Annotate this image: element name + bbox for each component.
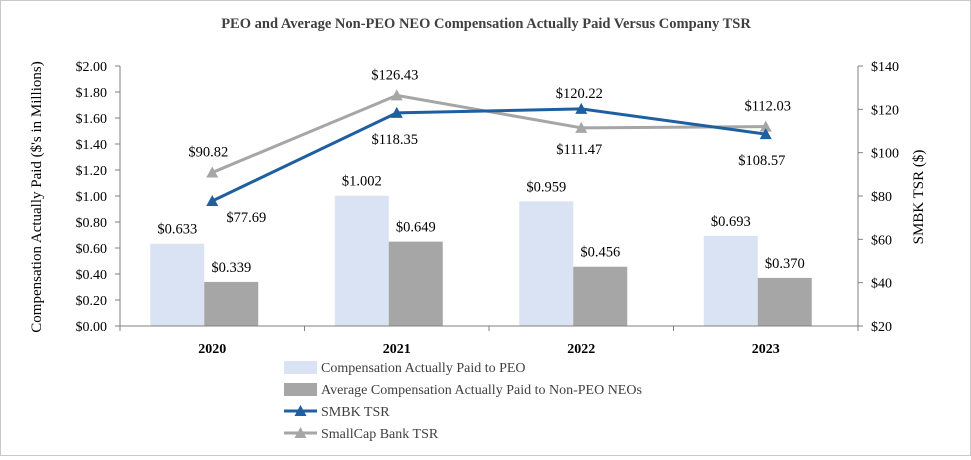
non-peo-neo-compensation-bar	[388, 241, 443, 326]
x-axis-category-label: 2020	[198, 342, 226, 357]
peo-bar-data-label: $1.002	[342, 174, 382, 190]
non-peo-neo-compensation-bar	[204, 281, 259, 326]
smallcap-bank-tsr-point	[759, 120, 772, 132]
smbk-tsr-data-label: $77.69	[226, 210, 266, 226]
peo-compensation-bar	[703, 235, 758, 326]
legend-smbk-marker	[294, 405, 307, 416]
y-axis-tick-label: $2.00	[76, 60, 108, 75]
y-axis-title: Compensation Actually Paid ($'s in Milli…	[29, 61, 45, 332]
smallcap-bank-tsr-data-label: $111.47	[556, 142, 602, 158]
y-axis-tick-label: $1.20	[76, 164, 108, 179]
smallcap-bank-tsr-data-label: $112.03	[744, 99, 791, 115]
y2-axis-tick-label: $60	[871, 233, 892, 248]
non-peo-neo-compensation-bar	[573, 266, 628, 326]
smallcap-bank-tsr-point	[575, 121, 588, 133]
smbk-tsr-data-label: $120.22	[556, 86, 603, 102]
peo-bar-data-label: $0.959	[526, 179, 566, 195]
smallcap-bank-tsr-point	[390, 89, 403, 101]
y-axis-tick-label: $0.80	[76, 216, 108, 231]
non-peo-bar-data-label: $0.649	[396, 220, 436, 236]
smallcap-bank-tsr-data-label: $90.82	[188, 145, 228, 161]
peo-bar-data-label: $0.633	[157, 222, 197, 238]
smbk-tsr-point	[206, 195, 219, 207]
smbk-tsr-line	[211, 107, 766, 203]
peo-compensation-bar	[519, 201, 574, 326]
y-axis-tick-label: $1.60	[76, 112, 108, 127]
smallcap-bank-tsr-point	[206, 166, 219, 178]
y2-axis-tick-label: $100	[871, 147, 899, 162]
legend-non-peo-label: Average Compensation Actually Paid to No…	[321, 383, 642, 398]
x-axis-category-label: 2021	[383, 342, 411, 357]
x-axis-category-label: 2022	[567, 342, 595, 357]
peo-compensation-bar	[334, 195, 389, 326]
non-peo-bar-data-label: $0.370	[765, 256, 805, 272]
chart-title: PEO and Average Non-PEO NEO Compensation…	[221, 16, 751, 32]
smbk-tsr-data-label: $118.35	[371, 132, 418, 148]
y2-axis-tick-label: $120	[871, 103, 899, 118]
peo-bar-data-label: $0.693	[711, 214, 751, 230]
non-peo-bar-data-label: $0.456	[580, 245, 620, 261]
legend-non-peo-swatch	[284, 383, 317, 396]
x-axis-category-label: 2023	[752, 342, 780, 357]
y-axis-tick-label: $1.40	[76, 138, 108, 153]
smbk-tsr-data-label: $108.57	[738, 153, 785, 169]
y-axis-tick-label: $1.80	[76, 86, 108, 101]
y-axis-tick-label: $1.00	[76, 190, 108, 205]
legend-peo-label: Compensation Actually Paid to PEO	[321, 361, 526, 376]
legend-smallcap-label: SmallCap Bank TSR	[321, 427, 439, 442]
non-peo-neo-compensation-bar	[757, 277, 812, 326]
y-axis-tick-label: $0.60	[76, 242, 108, 257]
y2-axis-tick-label: $140	[871, 60, 899, 75]
y2-axis-title: SMBK TSR ($)	[911, 150, 927, 245]
non-peo-bar-data-label: $0.339	[211, 260, 251, 276]
y-axis-tick-label: $0.20	[76, 294, 108, 309]
y2-axis-tick-label: $40	[871, 277, 892, 292]
peo-compensation-bar	[150, 243, 205, 326]
y-axis-tick-label: $0.40	[76, 268, 108, 283]
legend-peo-swatch	[284, 361, 317, 374]
y-axis-tick-label: $0.00	[76, 320, 108, 335]
smbk-tsr-point	[575, 102, 588, 114]
smallcap-bank-tsr-data-label: $126.43	[371, 67, 418, 83]
y2-axis-tick-label: $20	[871, 320, 892, 335]
legend-smallcap-marker	[294, 427, 307, 438]
y2-axis-tick-label: $80	[871, 190, 892, 205]
smbk-tsr-point	[390, 106, 403, 118]
smbk-tsr-point	[759, 128, 772, 140]
chart-legend: Compensation Actually Paid to PEO Average…	[284, 361, 642, 442]
legend-smbk-label: SMBK TSR	[321, 405, 390, 420]
